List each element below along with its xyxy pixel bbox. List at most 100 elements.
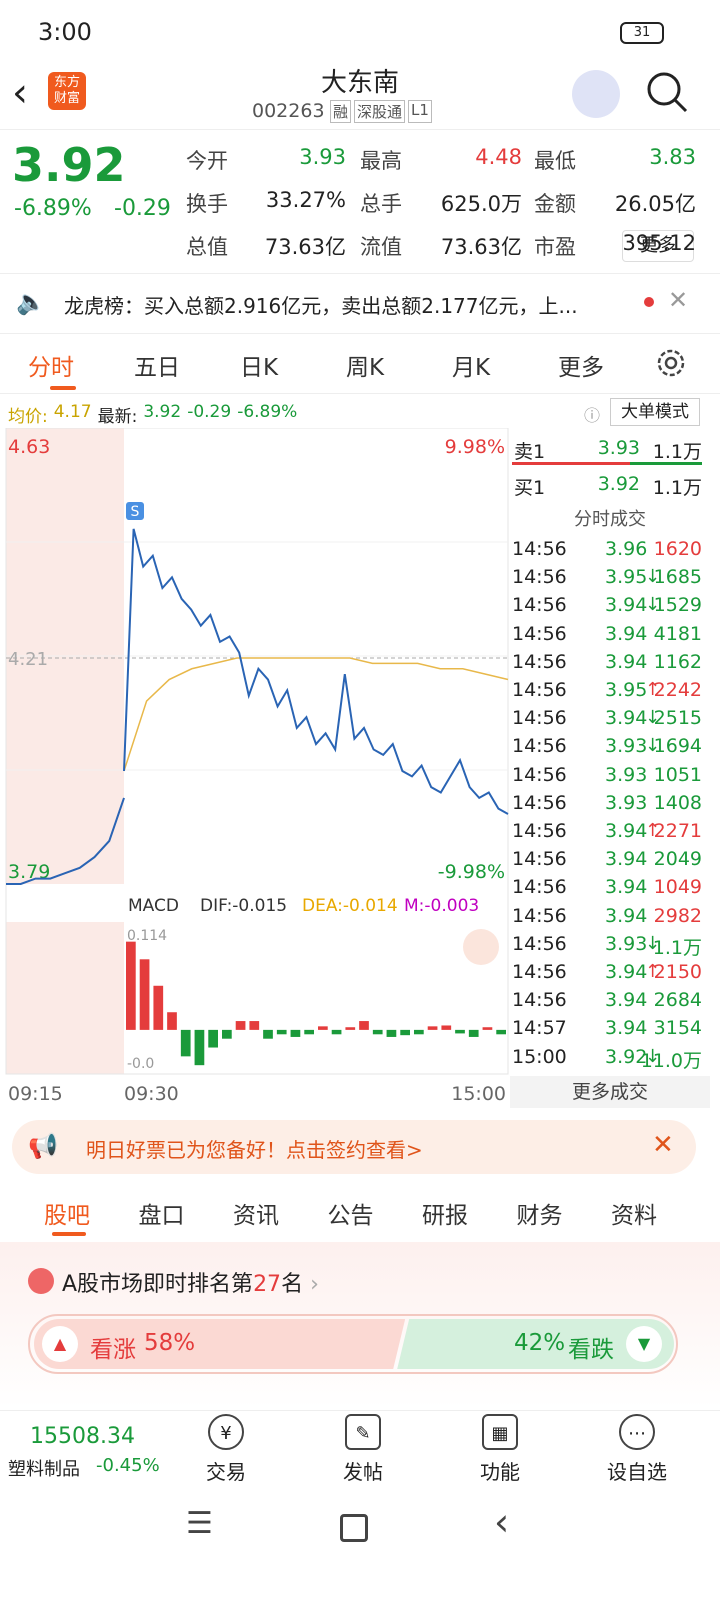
trade-price: 3.94 xyxy=(605,904,648,927)
macd-dea: DEA:-0.014 xyxy=(302,896,398,916)
trade-time: 15:00 xyxy=(512,1045,567,1068)
trade-arrow: ↓ xyxy=(645,594,661,616)
nav-label[interactable]: 设自选 xyxy=(607,1460,667,1484)
chart-tab[interactable]: 分时 xyxy=(28,355,74,381)
macd-bar xyxy=(235,1021,246,1030)
notice-dot xyxy=(644,297,654,307)
section-tab[interactable]: 研报 xyxy=(422,1203,468,1229)
settings-button[interactable] xyxy=(654,346,688,380)
search-button[interactable] xyxy=(645,70,689,114)
speaker-icon: 🔈 xyxy=(16,288,46,316)
index-value[interactable]: 15508.34 xyxy=(30,1424,135,1449)
field-label: 金额 xyxy=(534,192,576,216)
trade-volume: 11.0万 xyxy=(640,1049,702,1072)
book-volume: 1.1万 xyxy=(652,441,702,463)
rank: 27 xyxy=(253,1272,282,1297)
chart-tab[interactable]: 更多 xyxy=(558,355,604,381)
more-button[interactable]: 更多 xyxy=(622,230,694,262)
vote-down-button[interactable]: ▼ xyxy=(626,1326,662,1362)
trade-time: 14:56 xyxy=(512,650,567,673)
tag: L1 xyxy=(408,100,432,123)
macd-bar xyxy=(496,1029,506,1035)
macd-dif: DIF:-0.015 xyxy=(200,896,287,916)
trade-volume: 1.1万 xyxy=(652,936,702,959)
sector[interactable]: 塑料制品 xyxy=(8,1459,80,1480)
trade-volume: 2684 xyxy=(653,989,702,1012)
section-indicator xyxy=(52,1232,86,1236)
bottom-label: 3.79 xyxy=(8,861,50,883)
macd-m: M:-0.003 xyxy=(404,896,479,916)
change: -0.29 xyxy=(114,196,171,221)
nav-label[interactable]: 发帖 xyxy=(343,1460,383,1484)
price: 3.92 xyxy=(12,138,126,192)
section-tab[interactable]: 资料 xyxy=(611,1203,657,1229)
macd-bar xyxy=(276,1029,287,1035)
trade-volume: 2150 xyxy=(653,961,702,983)
assistant-avatar[interactable] xyxy=(572,70,620,118)
macd-bottom: -0.0 xyxy=(127,1056,154,1072)
section-tab[interactable]: 公告 xyxy=(327,1203,374,1229)
notice[interactable]: 龙虎榜：买入总额2.916亿元，卖出总额2.177亿元，上... xyxy=(64,294,578,318)
trades-title[interactable]: 分时成交 xyxy=(574,509,646,530)
chart-tab[interactable]: 五日 xyxy=(134,355,180,381)
ranking-prefix: A股市场即时排名第 xyxy=(62,1272,254,1297)
big-order-mode[interactable]: 大单模式 xyxy=(610,398,700,426)
trade-price: 3.93 xyxy=(605,735,648,758)
clock: 3:00 xyxy=(38,18,92,46)
trade-price: 3.94 xyxy=(605,1017,648,1040)
top-pct: 9.98% xyxy=(445,436,505,458)
chart-tab[interactable]: 月K xyxy=(452,355,491,381)
close-notice[interactable]: ✕ xyxy=(668,286,689,314)
field-value: 3.93 xyxy=(299,145,346,169)
chart-tab[interactable]: 日K xyxy=(240,355,279,381)
ad-banner[interactable] xyxy=(12,1120,696,1174)
stock-code: 002263 xyxy=(252,100,325,122)
macd-bar xyxy=(222,1029,232,1039)
ranking[interactable]: A股市场即时排名第27名 › xyxy=(62,1272,319,1297)
menu-key[interactable]: ☰ xyxy=(186,1506,213,1541)
section-tab[interactable]: 股吧 xyxy=(44,1203,90,1229)
trade-price: 3.94 xyxy=(605,820,648,842)
tag: 融 xyxy=(330,100,352,123)
trade-time: 14:56 xyxy=(512,566,567,589)
signal-badge xyxy=(126,502,144,520)
vote-up-label[interactable]: 看涨 xyxy=(90,1337,136,1363)
trade-volume: 1685 xyxy=(653,566,702,589)
trade-volume: 2271 xyxy=(653,820,702,842)
back-key[interactable]: ‹ xyxy=(494,1500,510,1544)
trade-price: 3.94 xyxy=(605,848,648,871)
help-icon[interactable]: ⓘ xyxy=(584,406,601,425)
field-value: 3.83 xyxy=(649,145,696,169)
trade-time: 14:56 xyxy=(512,791,567,814)
nav-icon: ⋯ xyxy=(619,1414,655,1450)
macd-bar xyxy=(153,985,164,1030)
nav-label[interactable]: 功能 xyxy=(480,1460,520,1484)
nav-label[interactable]: 交易 xyxy=(206,1460,246,1484)
trade-volume: 1694 xyxy=(653,735,702,758)
trade-time: 14:56 xyxy=(512,538,567,560)
back-button[interactable]: ‹ xyxy=(12,70,28,116)
trade-volume: 2982 xyxy=(653,904,702,927)
trade-volume: 1049 xyxy=(653,876,702,899)
trade-price: 3.93 xyxy=(605,763,648,786)
section-tab[interactable]: 资讯 xyxy=(233,1203,279,1229)
vote-down-label[interactable]: 看跌 xyxy=(568,1337,614,1363)
home-key[interactable] xyxy=(340,1514,368,1542)
trade-time: 14:56 xyxy=(512,763,567,786)
trade-time: 14:56 xyxy=(512,876,567,899)
ad-text[interactable]: 明日好票已为您备好！点击签约查看> xyxy=(86,1138,423,1162)
nav-icon: ▦ xyxy=(482,1414,518,1450)
trade-price: 3.94 xyxy=(605,594,648,617)
ad-close[interactable]: ✕ xyxy=(652,1130,674,1160)
trade-price: 3.92 xyxy=(605,1045,648,1068)
field-label: 总手 xyxy=(360,192,402,216)
section-tab[interactable]: 盘口 xyxy=(138,1203,185,1229)
trade-time: 14:56 xyxy=(512,961,567,983)
vote-up-button[interactable]: ▲ xyxy=(42,1326,78,1362)
section-tab[interactable]: 财务 xyxy=(516,1203,563,1229)
more-trades[interactable]: 更多成交 xyxy=(510,1076,710,1108)
chart-tab[interactable]: 周K xyxy=(346,355,385,381)
app-logo: 东方 财富 xyxy=(48,72,86,110)
macd-bar xyxy=(318,1026,328,1030)
